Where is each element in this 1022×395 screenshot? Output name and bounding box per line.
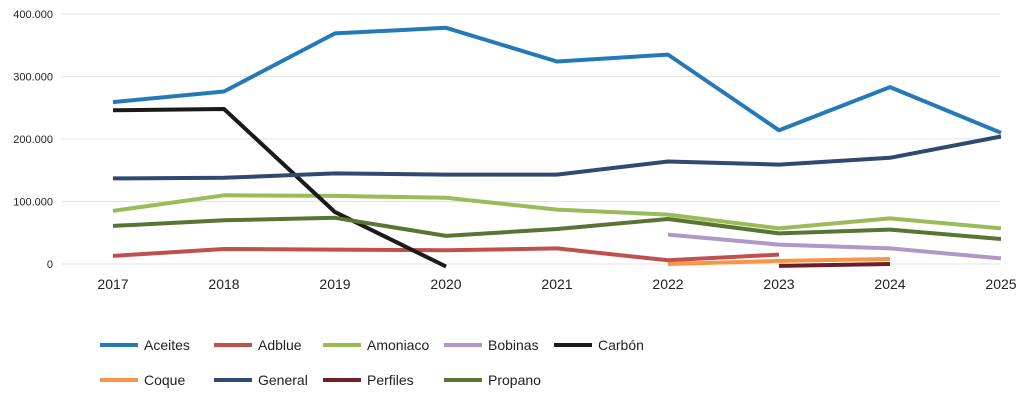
legend[interactable]: Aceites Adblue Amoniaco Bobinas Carbón Coque G…	[100, 337, 644, 388]
x-tick-label: 2017	[97, 276, 128, 292]
y-tick-label: 0	[47, 259, 53, 271]
legend-item[interactable]: Carbón	[554, 337, 644, 353]
legend-item[interactable]: Perfiles	[323, 372, 414, 388]
series-general	[112, 134, 1002, 181]
x-tick-label: 2023	[763, 276, 794, 292]
legend-label: Bobinas	[488, 337, 539, 353]
x-tick-label: 2025	[985, 276, 1016, 292]
x-tick-label: 2024	[874, 276, 905, 292]
x-axis-ticks: 2017 2018 2019 2020 2021 2022 2023 2024 2025	[97, 276, 1016, 292]
series-perfiles	[778, 262, 891, 268]
legend-label: Propano	[488, 372, 541, 388]
legend-item[interactable]: General	[214, 372, 308, 388]
legend-label: Adblue	[258, 337, 302, 353]
series-line	[667, 257, 891, 266]
y-tick-label: 400.000	[13, 9, 53, 21]
legend-label: General	[258, 372, 308, 388]
series-line	[112, 107, 447, 269]
series-lines	[112, 25, 1002, 269]
x-tick-label: 2020	[430, 276, 461, 292]
gridlines	[62, 13, 1000, 265]
y-axis-ticks: 0 100.000 200.000 300.000 400.000	[13, 9, 53, 271]
series-line	[112, 246, 780, 263]
series-line	[112, 25, 1002, 135]
x-tick-label: 2018	[208, 276, 239, 292]
legend-label: Amoniaco	[367, 337, 429, 353]
x-tick-label: 2022	[652, 276, 683, 292]
legend-item[interactable]: Amoniaco	[323, 337, 429, 353]
legend-item[interactable]: Adblue	[214, 337, 302, 353]
legend-label: Aceites	[144, 337, 190, 353]
legend-item[interactable]: Bobinas	[444, 337, 539, 353]
series-aceites	[112, 25, 1002, 135]
y-tick-label: 100.000	[13, 197, 53, 209]
series-line	[112, 134, 1002, 181]
legend-label: Perfiles	[367, 372, 414, 388]
series-bobinas	[667, 232, 1002, 261]
legend-item[interactable]: Aceites	[100, 337, 190, 353]
series-adblue	[112, 246, 780, 263]
series-propano	[112, 215, 1002, 241]
legend-item[interactable]: Propano	[444, 372, 541, 388]
series-line	[778, 262, 891, 268]
series-line	[112, 193, 1002, 231]
y-tick-label: 200.000	[13, 134, 53, 146]
legend-label: Carbón	[598, 337, 644, 353]
series-coque	[667, 257, 891, 266]
series-line	[112, 215, 1002, 241]
legend-label: Coque	[144, 372, 185, 388]
x-tick-label: 2021	[541, 276, 572, 292]
x-tick-label: 2019	[319, 276, 350, 292]
series-amoniaco	[112, 193, 1002, 231]
y-tick-label: 300.000	[13, 72, 53, 84]
series-carb-n	[112, 107, 447, 269]
series-line	[667, 232, 1002, 261]
legend-item[interactable]: Coque	[100, 372, 185, 388]
